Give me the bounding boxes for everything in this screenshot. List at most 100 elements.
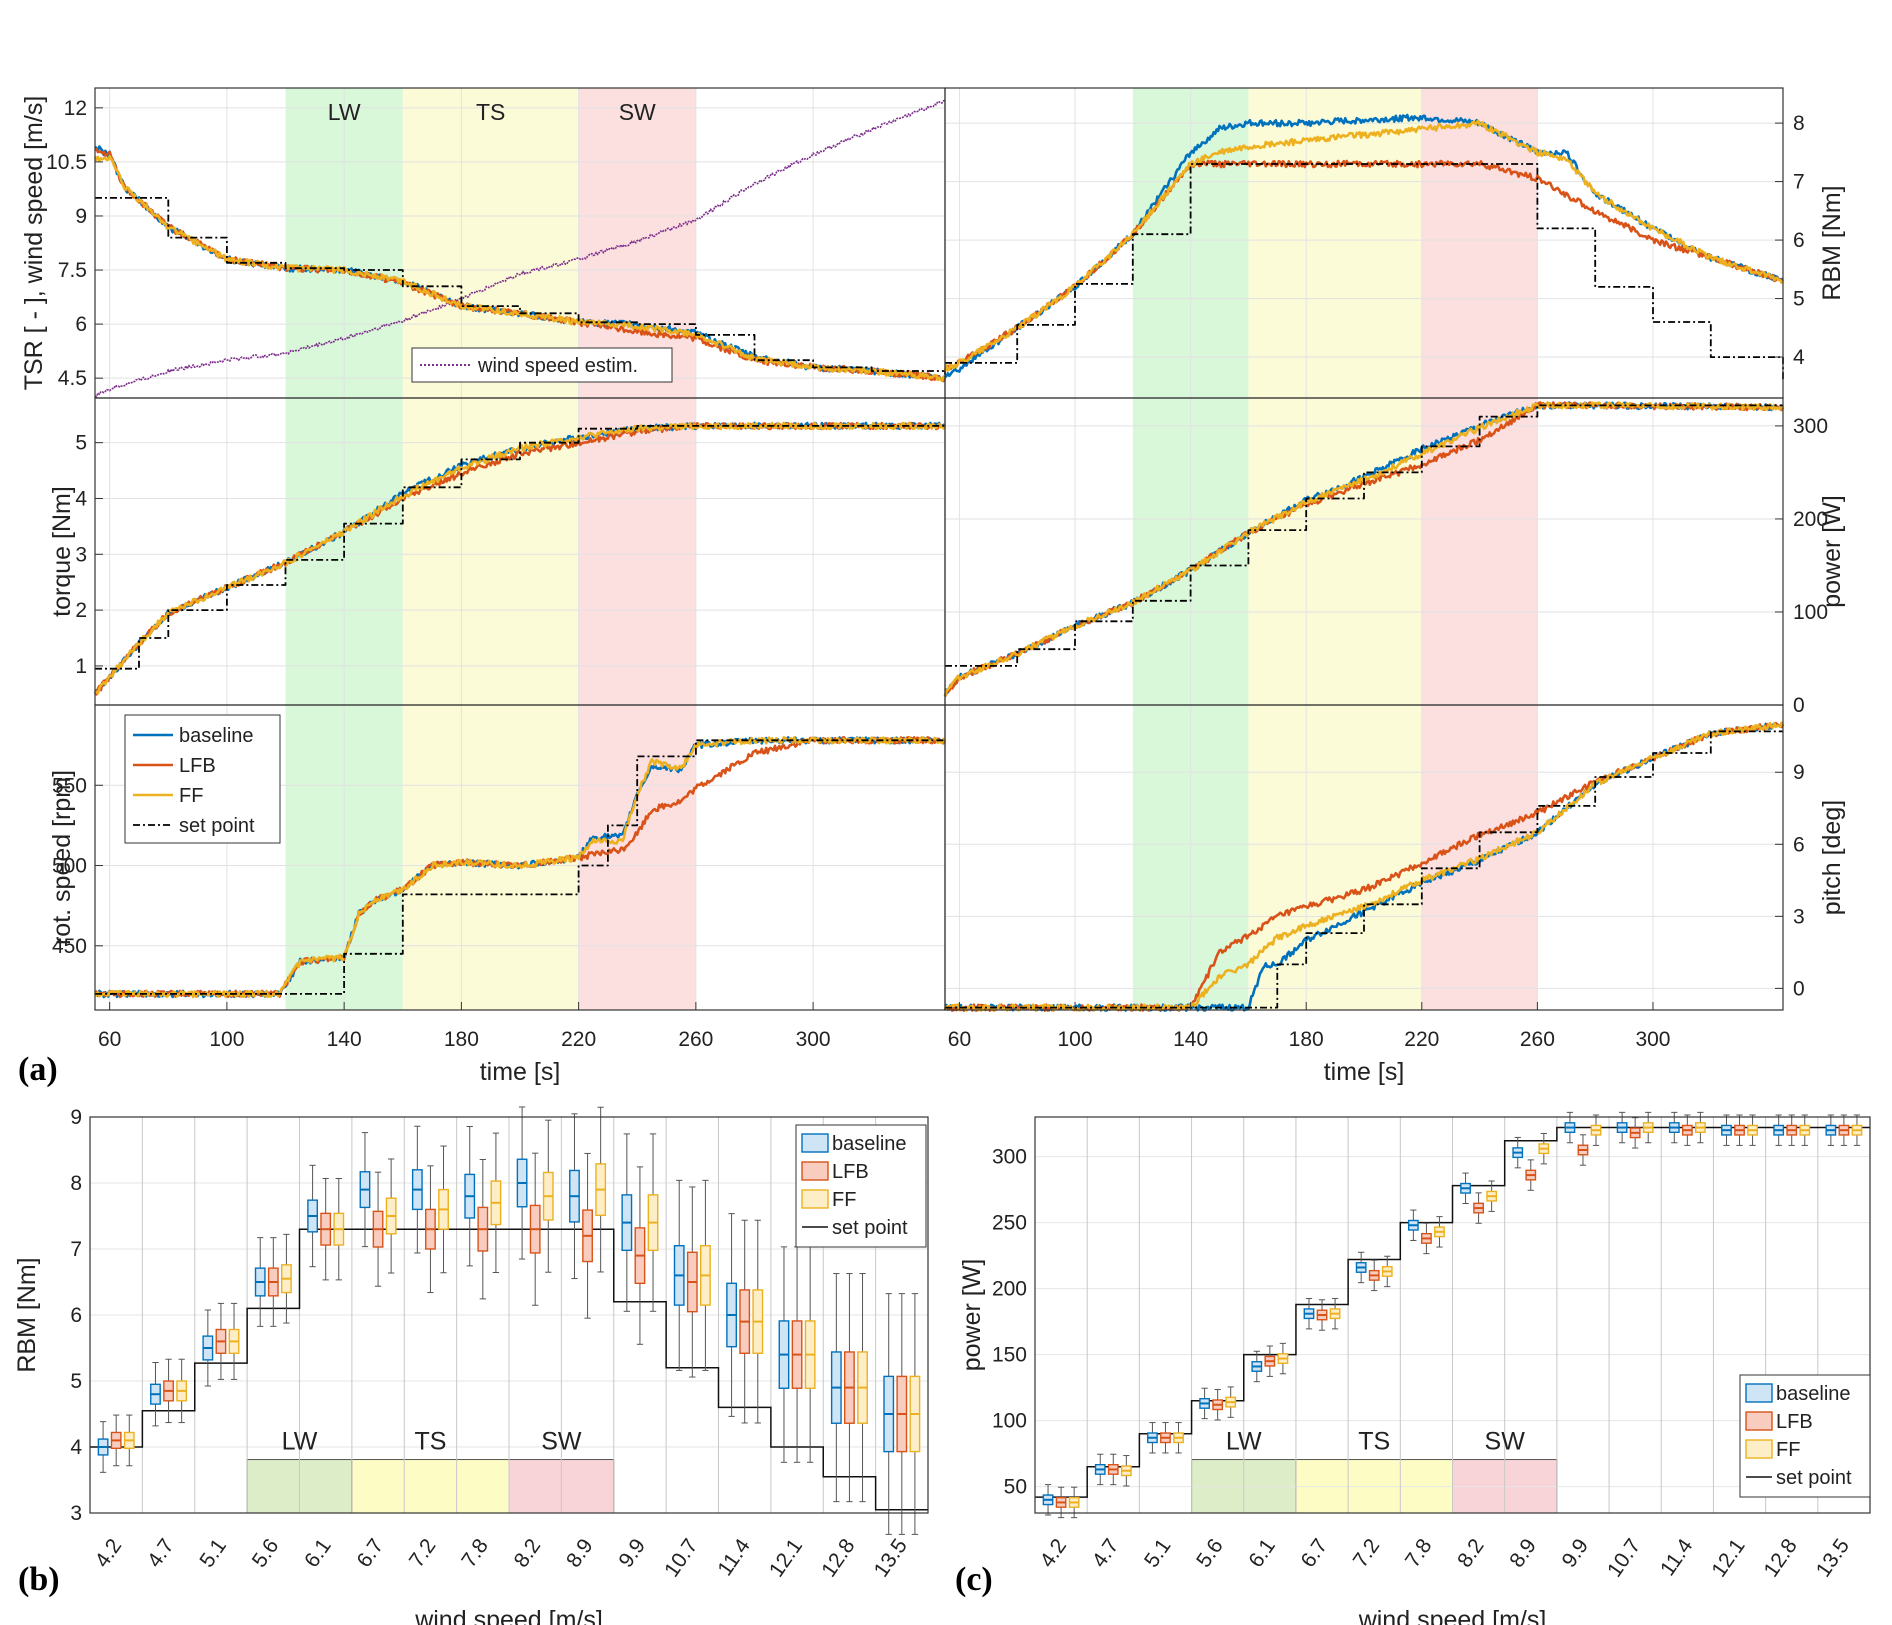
rbm-series-setpoint (945, 163, 1784, 381)
rbm_box-axes-frame (89, 1116, 929, 1514)
rbm_box-ytick-3: 6 (70, 1304, 82, 1327)
power_box-box-baseline-4.7 (1094, 1453, 1106, 1486)
rbm_box-box-FF-12.1 (804, 1246, 816, 1463)
rotspeed-ytick-2: 550 (52, 774, 87, 797)
power_box-xtick-7: 7.8 (1401, 1535, 1437, 1572)
tsr_wind-band-1 (402, 88, 579, 398)
timeseries-legend-label-3: set point (179, 815, 255, 837)
rbm_box-xtick-12: 11.4 (713, 1534, 755, 1580)
power_box-box-FF-5.6 (1225, 1386, 1237, 1418)
rbm_box-box-LFB-7.2 (425, 1165, 436, 1294)
rotspeed-xtick-0: 60 (98, 1028, 121, 1051)
power-ylabel: power [W] (1818, 495, 1846, 608)
rbm_box-box-baseline-7.2 (411, 1125, 423, 1254)
panel-label-b: (b) (18, 1561, 60, 1598)
rbm_box-box-LFB-12.8 (844, 1273, 855, 1503)
power_box-box-baseline-4.2 (1042, 1484, 1054, 1516)
power-ytick-2: 200 (1793, 508, 1828, 531)
power_box-box-baseline-8.2 (1460, 1172, 1471, 1204)
tsr_wind-band-label-LW: LW (328, 99, 361, 125)
rotspeed-xtick-1: 100 (209, 1028, 244, 1051)
power_box-legend-label-1: LFB (1776, 1411, 1813, 1433)
rbm_box-box-LFB-8.2 (529, 1152, 541, 1306)
rbm-ylabel: RBM [Nm] (1818, 185, 1846, 300)
rbm_box-legend-label-0: baseline (832, 1133, 907, 1155)
pitch-xtick-5: 260 (1520, 1028, 1555, 1051)
power_box-ytick-4: 250 (992, 1212, 1027, 1235)
rbm_box-band-label-TS: TS (414, 1428, 446, 1456)
power_box-legend-swatch-0 (1745, 1383, 1773, 1403)
pitch-xtick-1: 100 (1058, 1028, 1093, 1051)
rbm_box-box-FF-8.9 (595, 1106, 607, 1273)
rotspeed-band-2 (578, 705, 696, 1010)
timeseries-legend-label-2: FF (179, 785, 203, 807)
rbm_box-box-FF-6.7 (385, 1158, 397, 1274)
rbm_box-box-LFB-12.1 (791, 1246, 803, 1463)
pitch-xlabel: time [s] (1324, 1058, 1405, 1086)
rbm_box-box-FF-6.1 (333, 1178, 345, 1281)
power_box-box-FF-7.8 (1434, 1216, 1445, 1248)
rbm_box-legend-swatch-2 (801, 1189, 829, 1209)
panel-label-c: (c) (955, 1561, 993, 1598)
rbm_box-box-FF-8.2 (542, 1119, 554, 1273)
rbm_box-box-FF-12.8 (857, 1273, 868, 1503)
rbm_box-box-FF-9.9 (647, 1133, 659, 1312)
power_box-box-FF-8.9 (1538, 1132, 1550, 1165)
pitch-axes-frame (944, 704, 1784, 1011)
power_box-box-baseline-7.2 (1355, 1251, 1367, 1284)
power_box-box-FF-5.1 (1173, 1422, 1184, 1454)
rbm_box-legend-label-2: FF (832, 1189, 856, 1211)
power_box-box-FF-8.2 (1486, 1180, 1498, 1212)
power_box-box-LFB-7.2 (1368, 1259, 1380, 1292)
power_box-box-LFB-4.2 (1055, 1486, 1067, 1519)
rbm-band-1 (1248, 88, 1422, 398)
tsr_wind-band-2 (578, 88, 696, 398)
tsr_wind-series-wind (94, 99, 946, 398)
rbm_box-legend-swatch-0 (801, 1133, 829, 1153)
power-series-setpoint (945, 404, 1783, 667)
power_box-box-baseline-12.8 (1773, 1114, 1785, 1146)
pitch-band-1 (1248, 705, 1422, 1010)
power_box-box-FF-6.7 (1329, 1297, 1341, 1330)
power_box-box-LFB-6.1 (1264, 1345, 1276, 1377)
power_box-legend-label-2: FF (1776, 1439, 1800, 1461)
rbm_box-xtick-13: 12.1 (765, 1535, 807, 1582)
rbm_box-box-LFB-13.5 (896, 1293, 908, 1535)
rbm_box-xtick-1: 4.7 (143, 1535, 179, 1572)
pitch-xtick-0: 60 (948, 1028, 971, 1051)
rbm_box-box-LFB-10.7 (686, 1186, 698, 1378)
power_box-box-baseline-12.1 (1721, 1114, 1732, 1146)
rbm_box-band-label-LW: LW (282, 1428, 318, 1456)
torque-series-setpoint (95, 425, 945, 670)
power_box-band-label-LW: LW (1226, 1428, 1262, 1456)
power_box-box-LFB-12.1 (1734, 1114, 1745, 1146)
rbm_box-ytick-4: 7 (70, 1238, 82, 1261)
power_box-legend-swatch-1 (1745, 1411, 1773, 1431)
rbm_box-xtick-5: 6.7 (353, 1535, 389, 1572)
power_box-box-LFB-5.1 (1160, 1422, 1171, 1454)
power_box-box-LFB-7.8 (1421, 1222, 1432, 1255)
rbm_box-box-LFB-9.9 (634, 1166, 646, 1345)
rbm_box-legend-swatch-1 (801, 1161, 829, 1181)
rbm_box-box-FF-13.5 (909, 1293, 921, 1535)
rotspeed-band-1 (402, 705, 579, 1010)
rbm-band-2 (1421, 88, 1538, 398)
rbm_box-box-baseline-12.8 (830, 1273, 842, 1503)
tsr_wind-ylabel: TSR [ - ], wind speed [m/s] (20, 96, 48, 391)
rbm_box-box-baseline-12.1 (778, 1246, 790, 1463)
rbm_box-box-baseline-11.4 (726, 1213, 738, 1417)
rbm_box-legend-label-1: LFB (832, 1161, 869, 1183)
rotspeed-xtick-3: 180 (444, 1028, 479, 1051)
rotspeed-xtick-2: 140 (327, 1028, 362, 1051)
power_box-xtick-3: 5.6 (1192, 1535, 1228, 1572)
rbm_box-box-baseline-6.7 (359, 1132, 371, 1248)
rbm-ytick-2: 6 (1793, 229, 1805, 252)
power_box-band-label-SW: SW (1485, 1428, 1526, 1456)
rbm_box-xtick-4: 6.1 (300, 1535, 336, 1572)
rbm-ytick-4: 8 (1793, 112, 1805, 135)
power_box-xtick-0: 4.2 (1036, 1535, 1072, 1572)
rotspeed-xtick-6: 300 (796, 1028, 831, 1051)
power_box-xtick-4: 6.1 (1244, 1535, 1280, 1572)
power_box-xtick-1: 4.7 (1088, 1535, 1124, 1572)
